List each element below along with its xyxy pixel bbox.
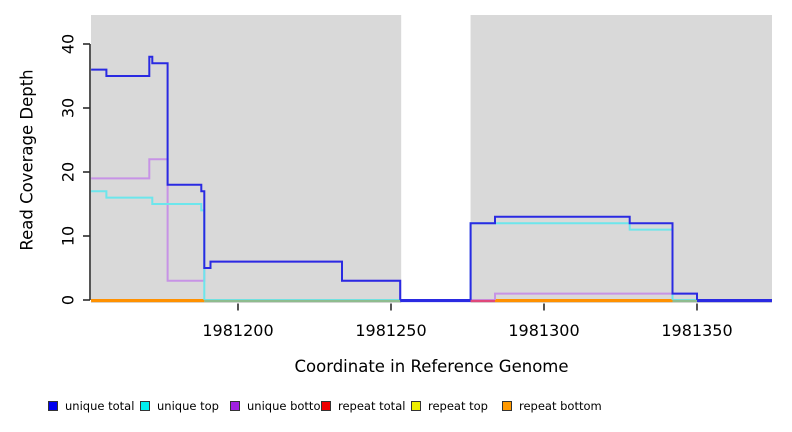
- no-data-gap-band: [401, 15, 471, 303]
- y-tick-label: 40: [58, 33, 78, 55]
- y-tick-label: 0: [58, 294, 78, 306]
- legend-swatch: [140, 400, 150, 411]
- legend-item-unique-bottom: unique bottom: [230, 398, 332, 413]
- legend-label: unique top: [157, 398, 219, 413]
- x-tick-label: 1981250: [355, 321, 427, 340]
- legend-item-unique-top: unique top: [140, 398, 219, 413]
- legend-swatch: [48, 400, 58, 411]
- legend-item-repeat-top: repeat top: [411, 398, 488, 413]
- x-tick-label: 1981300: [508, 321, 580, 340]
- y-tick-label: 30: [58, 97, 78, 119]
- legend-item-repeat-total: repeat total: [321, 398, 405, 413]
- y-axis-title: Read Coverage Depth: [17, 69, 37, 251]
- legend-item-unique-total: unique total: [48, 398, 134, 413]
- legend-swatch: [230, 400, 240, 411]
- y-tick-label: 10: [58, 225, 78, 247]
- legend-item-repeat-bottom: repeat bottom: [502, 398, 602, 413]
- legend-swatch: [411, 400, 421, 411]
- legend-label: unique bottom: [247, 398, 332, 413]
- legend-label: repeat bottom: [519, 398, 602, 413]
- legend-label: repeat total: [338, 398, 406, 413]
- series-line-unique-total: [91, 55, 772, 301]
- y-tick-label: 20: [58, 161, 78, 183]
- x-tick-label: 1981200: [202, 321, 274, 340]
- legend-swatch: [502, 400, 512, 411]
- legend-label: repeat top: [428, 398, 488, 413]
- x-axis-title: Coordinate in Reference Genome: [294, 357, 569, 376]
- legend-swatch: [321, 400, 331, 411]
- x-tick-label: 1981350: [661, 321, 733, 340]
- legend-label: unique total: [65, 398, 135, 413]
